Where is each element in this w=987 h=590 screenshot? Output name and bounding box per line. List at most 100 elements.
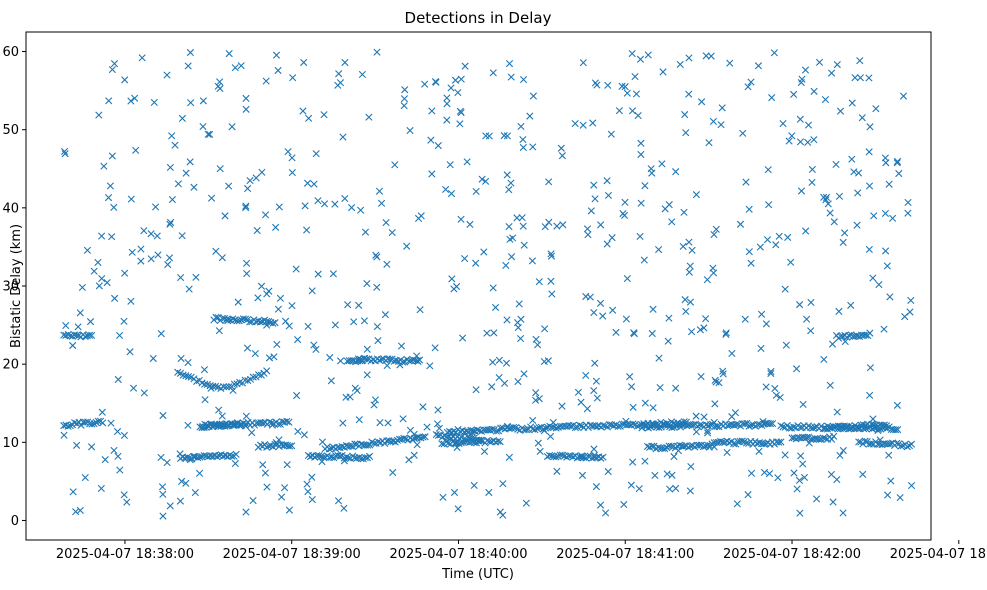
data-point: [303, 179, 312, 187]
data-point: [790, 469, 798, 477]
data-point: [844, 422, 853, 431]
data-point: [725, 439, 733, 447]
data-point: [272, 223, 280, 231]
data-point: [529, 92, 537, 100]
data-point: [896, 493, 904, 502]
data-point: [534, 341, 542, 349]
data-point: [820, 355, 828, 364]
data-point: [129, 384, 138, 392]
data-point: [535, 278, 543, 286]
data-point: [199, 122, 207, 131]
data-point: [668, 423, 676, 432]
data-point: [853, 423, 861, 431]
data-point: [468, 428, 476, 436]
data-point: [254, 294, 262, 302]
data-point: [215, 327, 223, 335]
data-point: [628, 107, 637, 115]
data-point: [222, 383, 230, 391]
data-point: [178, 477, 186, 485]
data-point: [288, 442, 296, 450]
data-point: [492, 427, 501, 435]
data-point: [680, 208, 688, 216]
data-point: [114, 375, 122, 384]
data-point: [497, 424, 505, 432]
data-point: [599, 453, 607, 461]
data-point: [292, 265, 300, 273]
data-point: [354, 355, 363, 363]
data-point: [344, 454, 353, 462]
data-point: [881, 209, 890, 218]
data-point: [421, 80, 429, 88]
data-point: [375, 356, 384, 364]
data-point: [389, 468, 397, 477]
data-point: [274, 66, 282, 75]
data-point: [459, 334, 467, 342]
data-point: [265, 354, 274, 362]
data-point: [848, 155, 856, 163]
data-point: [722, 329, 730, 337]
data-point: [261, 211, 270, 219]
data-point: [904, 209, 912, 217]
data-point: [157, 330, 165, 338]
data-point: [97, 484, 105, 493]
data-point: [395, 435, 404, 443]
data-point: [839, 509, 847, 517]
data-point: [776, 393, 784, 402]
data-point: [229, 315, 237, 323]
data-point: [505, 60, 514, 68]
data-point: [593, 81, 601, 89]
data-point: [413, 441, 421, 449]
y-tick-label: 10: [2, 436, 19, 451]
data-point: [88, 331, 96, 339]
data-point: [435, 424, 443, 432]
data-point: [747, 78, 755, 86]
data-point: [629, 420, 637, 428]
data-point: [108, 152, 116, 160]
data-point: [664, 421, 672, 430]
data-point: [636, 232, 644, 241]
data-point: [154, 251, 162, 259]
data-point: [821, 434, 829, 442]
data-point: [666, 485, 674, 493]
data-point: [644, 424, 652, 432]
data-point: [95, 111, 103, 119]
data-point: [830, 423, 838, 431]
data-point: [481, 177, 490, 185]
data-point: [777, 438, 785, 446]
data-point: [283, 417, 291, 426]
data-point: [578, 471, 587, 479]
data-point: [149, 354, 157, 363]
data-point: [275, 436, 283, 444]
data-point: [801, 66, 810, 74]
data-point: [340, 504, 348, 512]
data-point: [519, 75, 528, 84]
data-point: [386, 355, 394, 363]
data-point: [127, 97, 135, 105]
data-point: [488, 383, 496, 391]
data-point: [336, 357, 345, 365]
data-point: [545, 178, 553, 186]
data-point: [478, 175, 486, 183]
data-point: [242, 94, 250, 102]
data-point: [137, 257, 145, 265]
plot-background: [26, 32, 931, 540]
data-point: [558, 402, 566, 410]
data-point: [121, 76, 129, 84]
data-point: [507, 179, 515, 187]
data-point: [449, 433, 457, 441]
data-point: [574, 388, 583, 396]
data-point: [281, 317, 290, 325]
data-point: [672, 484, 680, 492]
data-point: [280, 484, 289, 492]
data-point: [692, 412, 700, 420]
data-point: [548, 452, 556, 460]
data-point: [767, 367, 775, 376]
data-point: [212, 313, 220, 321]
data-point: [190, 183, 198, 191]
data-point: [434, 142, 442, 150]
data-point: [83, 246, 92, 254]
data-point: [496, 438, 504, 446]
data-point: [697, 373, 705, 381]
y-tick-label: 60: [2, 45, 19, 60]
data-point: [856, 74, 864, 82]
